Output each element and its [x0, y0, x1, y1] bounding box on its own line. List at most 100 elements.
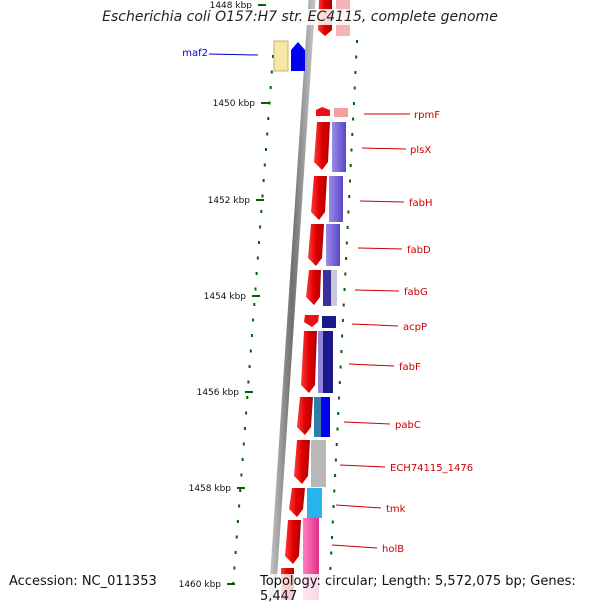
guide-dot-right [338, 396, 340, 400]
guide-dot-left [258, 241, 260, 244]
ruler-tick-label: 1452 kbp [208, 196, 251, 206]
gene-leader-line [348, 363, 395, 367]
gene-label-ECH74115_1476[interactable]: ECH74115_1476 [390, 463, 473, 474]
guide-dot-right [337, 412, 340, 415]
guide-dot-left [249, 349, 252, 353]
gene-arrow-holB[interactable] [285, 520, 301, 564]
guide-dot-right [342, 303, 345, 307]
gene-block-pabC[interactable] [321, 397, 330, 437]
guide-dot-left [266, 132, 269, 136]
guide-dot-right [348, 195, 351, 198]
guide-dot-right [349, 164, 352, 167]
guide-dot-left [261, 194, 264, 198]
gene-label-tmk[interactable]: tmk [386, 504, 406, 515]
gene-label-plsX[interactable]: plsX [410, 145, 431, 156]
guide-dot-left [252, 318, 255, 322]
guide-dot-right [347, 210, 350, 214]
guide-dot-right [344, 272, 347, 276]
gene-arrow-fabG[interactable] [306, 270, 321, 305]
accession-text: Accession: NC_011353 [9, 574, 157, 589]
gene-label-fabH[interactable]: fabH [409, 198, 433, 209]
guide-dot-right [345, 241, 348, 245]
gene-labels: maf2 rpmF plsX fabH fabD fabG acpP fabF pabC ECH7… [182, 48, 473, 555]
guide-dot-left [265, 148, 267, 151]
guide-dot-left [250, 334, 253, 337]
guide-dot-left [255, 272, 258, 275]
gene-block-fabG-gray [331, 270, 337, 306]
gene-label-acpP[interactable]: acpP [403, 322, 427, 333]
gene-arrow-fabH[interactable] [311, 176, 327, 220]
gene-block-tmk[interactable] [307, 488, 322, 518]
gene-block-fabF-light [318, 331, 323, 393]
gene-leader-line [354, 289, 400, 292]
ruler-tick-label: 1448 kbp [210, 1, 253, 11]
genome-title: Escherichia coli O157:H7 str. EC4115, co… [0, 9, 600, 25]
gene-leader-line [361, 147, 407, 150]
guide-dot-right [353, 86, 356, 90]
guide-dot-right [334, 458, 337, 462]
gene-label-fabF[interactable]: fabF [399, 362, 421, 373]
gene-arrow-acpP[interactable] [304, 315, 319, 327]
gene-label-fabD[interactable]: fabD [407, 245, 431, 256]
guide-dot-left [268, 101, 271, 105]
guide-dot-left [238, 504, 241, 508]
gene-arrow-pabC[interactable] [297, 397, 313, 435]
gene-label-pabC[interactable]: pabC [395, 420, 421, 431]
guide-dot-left [267, 117, 270, 120]
topology-text: Topology: circular; Length: 5,572,075 bp… [260, 574, 600, 604]
guide-dot-left [235, 535, 238, 539]
guide-dot-left [270, 70, 273, 74]
gene-block-plsX[interactable] [332, 122, 346, 172]
guide-dot-right [329, 567, 332, 570]
guide-dot-left [242, 442, 245, 446]
gene-label-maf2[interactable]: maf2 [182, 48, 208, 59]
guide-dot-right [349, 179, 351, 183]
gene-block-acpP[interactable] [322, 316, 336, 328]
genome-backbone [268, 0, 316, 601]
guide-dot-left [236, 520, 239, 523]
guide-dot-right [352, 102, 355, 105]
gene-arrow-maf2[interactable] [291, 42, 305, 71]
guide-dot-left [263, 163, 266, 167]
gene-block-pabC-teal[interactable] [314, 397, 322, 437]
gene-arrow-tmk[interactable] [289, 488, 305, 517]
guide-dot-left [240, 473, 243, 477]
guide-dot-right [345, 257, 348, 260]
gene-leader-line [339, 464, 386, 468]
gene-leader-line [343, 421, 391, 425]
gene-block-fabD[interactable] [326, 224, 340, 266]
gene-label-holB[interactable]: holB [382, 544, 404, 555]
guide-dot-left [233, 566, 236, 570]
gene-leader-line [331, 544, 378, 549]
guide-dot-right [338, 381, 341, 384]
guide-dot-left [262, 179, 265, 182]
gene-block-rpmF[interactable] [334, 108, 348, 117]
gene-leader-line [335, 504, 382, 509]
guide-dot-right [336, 427, 339, 431]
guide-dot-right [334, 474, 337, 477]
gene-arrow-ECH74115_1476[interactable] [294, 440, 310, 484]
gene-block-fabH[interactable] [329, 176, 343, 222]
guide-dot-left [259, 225, 262, 229]
gene-block-ECH74115_1476[interactable] [311, 440, 326, 487]
kbp-ruler: 1448 kbp 1450 kbp 1452 kbp 1454 kbp 1456 kbp… [179, 1, 269, 590]
gene-label-rpmF[interactable]: rpmF [414, 110, 440, 121]
gene-features [273, 0, 350, 600]
guide-dot-right [343, 288, 346, 291]
gene-arrow-plsX[interactable] [314, 122, 330, 170]
guide-dot-right [355, 55, 358, 59]
guide-dot-right [330, 551, 333, 555]
gene-arrow-fabF[interactable] [301, 331, 317, 393]
gene-label-fabG[interactable]: fabG [404, 287, 428, 298]
guide-dot-right [332, 505, 335, 508]
ruler-tick-label: 1458 kbp [189, 484, 232, 494]
guide-dot-right [350, 148, 353, 152]
gene-arrow-fabD[interactable] [308, 224, 324, 266]
gene-leader-line [208, 53, 259, 56]
gene-block-maf2-pseudo[interactable] [273, 40, 289, 72]
guide-dot-left [260, 210, 263, 213]
gene-arrow-rpmF[interactable] [316, 107, 330, 116]
guide-dot-right [351, 133, 354, 136]
